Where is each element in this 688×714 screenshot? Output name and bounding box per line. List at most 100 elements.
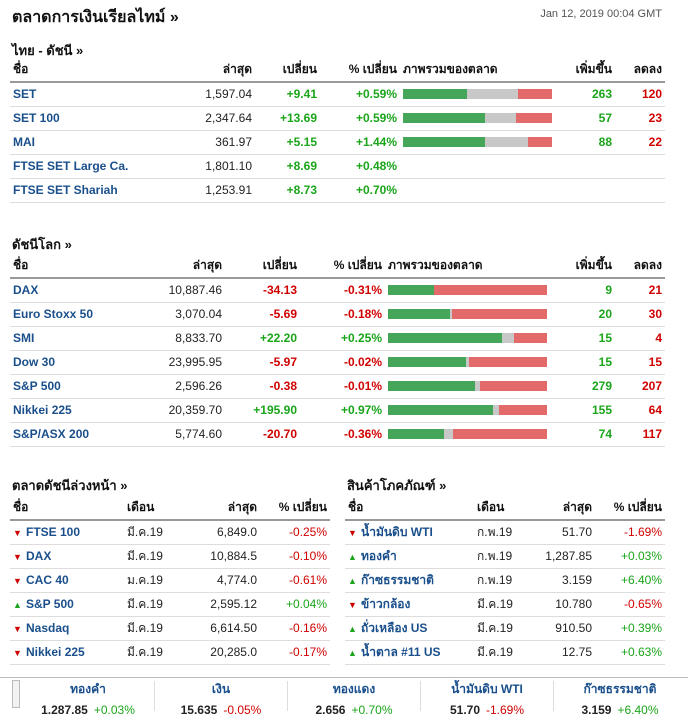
index-name-link[interactable]: SET [10,82,165,107]
last-value: 20,285.0 [175,640,260,665]
column-header: ชื่อ [10,254,140,279]
percent-change: +0.97% [300,398,385,423]
ticker-item[interactable]: น้ำมันดิบ WTI 51.70 -1.69% [423,680,551,714]
column-header: % เปลี่ยน [300,254,385,279]
instrument-name-link[interactable]: FTSE 100 [26,525,81,540]
arrow-up-icon: ▲ [348,623,357,634]
instrument-name-cell[interactable]: ▼ Nasdaq [10,616,115,641]
column-header: เปลี่ยน [225,254,300,279]
instrument-name-link[interactable]: S&P 500 [26,597,74,611]
instrument-name-cell[interactable]: ▼ Nikkei 225 [10,640,115,665]
market-breadth-bar [388,429,547,439]
advancing-segment [388,429,444,439]
last-value: 1,253.91 [165,178,255,203]
futures-title[interactable]: ตลาดดัชนีล่วงหน้า » [12,478,128,493]
instrument-name-cell[interactable]: ▲ ถั่วเหลือง US [345,616,465,641]
instrument-name-link[interactable]: ก๊าซธรรมชาติ [361,572,434,587]
ticker-name-link[interactable]: ทองคำ [70,682,106,696]
table-header-row: ชื่อ ล่าสุด เปลี่ยน% เปลี่ยน ภาพรวมของตลาดเ… [10,58,665,83]
ticker-values: 2.656 +0.70% [290,703,418,714]
ticker-item[interactable]: ก๊าซธรรมชาติ 3.159 +6.40% [556,680,684,714]
advancing-segment [388,309,450,319]
ticker-price: 2.656 [315,703,346,714]
ticker-item[interactable]: ทองแดง 2.656 +0.70% [290,680,418,714]
instrument-name-cell[interactable]: ▲ น้ำตาล #11 US [345,640,465,665]
instrument-name-link[interactable]: น้ำตาล #11 US [361,644,441,659]
advancing-count: 57 [555,106,615,131]
ticker-name-link[interactable]: น้ำมันดิบ WTI [451,682,523,696]
change-value: +8.69 [255,154,320,179]
instrument-name-cell[interactable]: ▲ S&P 500 [10,592,115,617]
last-value: 10,887.46 [140,278,225,303]
instrument-name-cell[interactable]: ▼ ข้าวกล้อง [345,592,465,617]
instrument-name-link[interactable]: DAX [26,549,52,563]
ticker-scroll-handle[interactable] [12,680,20,708]
index-name-link[interactable]: FTSE SET Large Ca. [10,154,165,179]
market-breadth-cell [385,398,550,423]
ticker-name-link[interactable]: ทองแดง [332,682,376,696]
advancing-segment [388,285,435,296]
index-name-link[interactable]: Euro Stoxx 50 [10,302,140,327]
declining-count: 21 [615,278,665,303]
instrument-name-link[interactable]: Nikkei 225 [26,645,85,659]
instrument-name-cell[interactable]: ▲ ทองคำ [345,544,465,569]
contract-month: มี.ค.19 [115,520,175,545]
last-value: 2,596.26 [140,374,225,399]
ticker-item[interactable]: เงิน 15.635 -0.05% [157,680,285,714]
last-value: 6,849.0 [175,520,260,545]
instrument-name-link[interactable]: Nasdaq [26,621,70,635]
index-name-link[interactable]: Nikkei 225 [10,398,140,423]
declining-segment [516,113,552,123]
change-value: +13.69 [255,106,320,131]
instrument-name-cell[interactable]: ▲ ก๊าซธรรมชาติ [345,568,465,593]
table-row: SMI 8,833.70 +22.20 +0.25% 15 4 [10,326,665,351]
table-row: ▲ ถั่วเหลือง US มี.ค.19 910.50 +0.39% [345,616,665,641]
instrument-name-link[interactable]: ถั่วเหลือง US [361,620,428,635]
ticker-name-link[interactable]: ก๊าซธรรมชาติ [583,682,657,696]
market-breadth-cell [400,154,555,179]
contract-month: มี.ค.19 [115,544,175,569]
declining-segment [434,285,547,296]
percent-change: +0.63% [595,640,665,665]
advancing-segment [403,89,468,100]
instrument-name-cell[interactable]: ▼ FTSE 100 [10,520,115,545]
arrow-down-icon: ▼ [348,527,357,538]
market-breadth-cell [385,350,550,375]
index-name-link[interactable]: SET 100 [10,106,165,131]
percent-change: +0.48% [320,154,400,179]
index-name-link[interactable]: SMI [10,326,140,351]
instrument-name-link[interactable]: น้ำมันดิบ WTI [361,524,433,539]
ticker-name-link[interactable]: เงิน [211,682,231,696]
index-name-link[interactable]: S&P 500 [10,374,140,399]
declining-count: 117 [615,422,665,447]
index-name-link[interactable]: DAX [10,278,140,303]
index-name-link[interactable]: MAI [10,130,165,155]
table-row: FTSE SET Shariah 1,253.91 +8.73 +0.70% [10,178,665,203]
advancing-segment [388,405,493,415]
ticker-item[interactable]: ทองคำ 1,287.85 +0.03% [24,680,152,714]
ticker-divider [420,681,421,711]
market-breadth-bar [403,113,552,123]
column-header: % เปลี่ยน [320,58,400,83]
instrument-name-cell[interactable]: ▼ CAC 40 [10,568,115,593]
index-name-link[interactable]: S&P/ASX 200 [10,422,140,447]
table-row: Euro Stoxx 50 3,070.04 -5.69 -0.18% 20 30 [10,302,665,327]
instrument-name-cell[interactable]: ▼ น้ำมันดิบ WTI [345,520,465,545]
header-bar: ตลาดการเงินเรียลไทม์ » Jan 12, 2019 00:0… [0,0,688,30]
column-header: ชื่อ [10,496,115,521]
commodities-title[interactable]: สินค้าโภคภัณฑ์ » [347,478,447,493]
thai-indices-title[interactable]: ไทย - ดัชนี » [12,43,84,58]
index-name-link[interactable]: FTSE SET Shariah [10,178,165,203]
index-name-link[interactable]: Dow 30 [10,350,140,375]
instrument-name-link[interactable]: ข้าวกล้อง [361,596,411,611]
column-header: % เปลี่ยน [595,496,665,521]
column-header: ล่าสุด [520,496,595,521]
world-indices-title[interactable]: ดัชนีโลก » [12,237,72,252]
instrument-name-link[interactable]: ทองคำ [361,548,397,563]
page-title[interactable]: ตลาดการเงินเรียลไทม์ » [12,9,179,26]
contract-month: มี.ค.19 [465,592,520,617]
percent-change: -0.16% [260,616,330,641]
instrument-name-cell[interactable]: ▼ DAX [10,544,115,569]
instrument-name-link[interactable]: CAC 40 [26,573,69,587]
table-row: SET 1,597.04 +9.41 +0.59% 263 120 [10,82,665,107]
